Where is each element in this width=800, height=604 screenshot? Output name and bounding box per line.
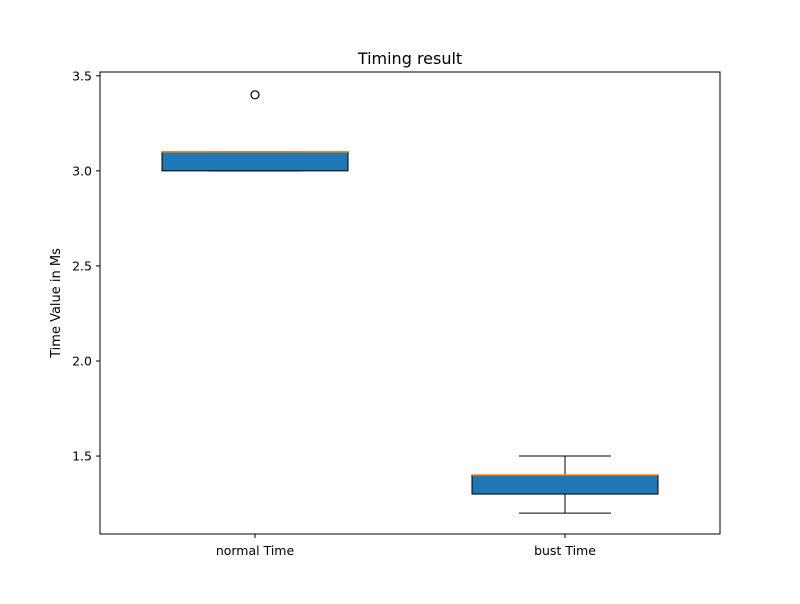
axes-frame bbox=[99, 71, 721, 535]
box-1-outlier-1 bbox=[250, 90, 260, 100]
x-tick-label-1: normal Time bbox=[216, 543, 295, 558]
y-tick-label-3: 2.5 bbox=[72, 258, 92, 273]
box-2-body bbox=[471, 474, 659, 495]
box-1-body bbox=[161, 151, 349, 172]
y-tick-label-4: 3.0 bbox=[72, 163, 92, 178]
y-tick-label-5: 3.5 bbox=[72, 68, 92, 83]
x-tick-label-2: bust Time bbox=[534, 543, 596, 558]
chart-title: Timing result bbox=[357, 49, 462, 68]
y-tick-label-2: 2.0 bbox=[72, 353, 92, 368]
y-axis-label: Time Value in Ms bbox=[49, 248, 64, 359]
y-tick-label-1: 1.5 bbox=[72, 449, 92, 464]
plot-area: 1.5 2.0 2.5 3.0 3.5 normal Time bust Time bbox=[72, 68, 721, 558]
